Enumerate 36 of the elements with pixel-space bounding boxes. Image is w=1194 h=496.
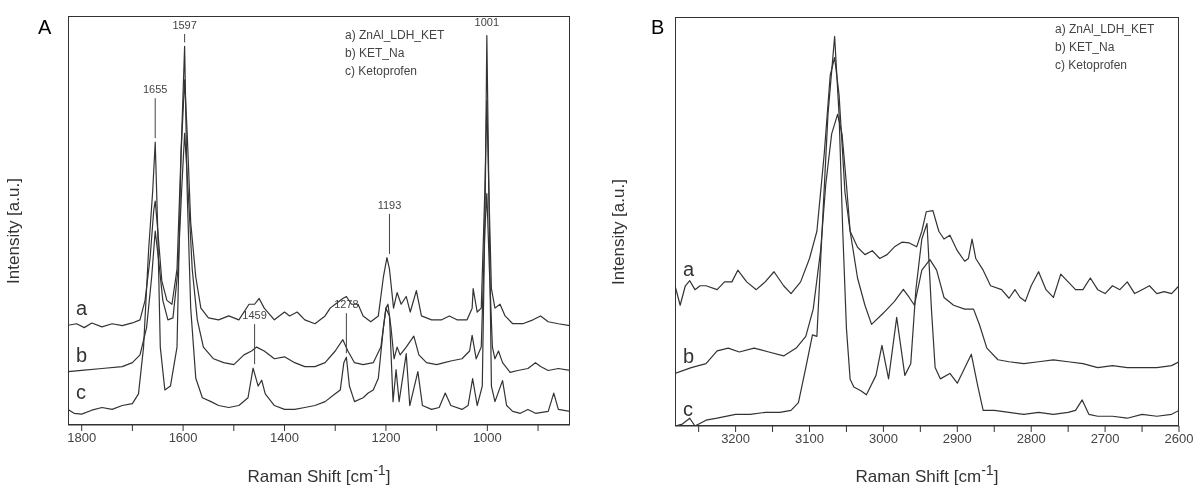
series-label: a (683, 257, 695, 280)
text: a) ZnAl_LDH_KET (1055, 21, 1155, 38)
annotation: 1597 (172, 19, 197, 31)
x-tick-label: 1200 (371, 430, 401, 446)
annotation: c) Ketoprofen (1055, 57, 1129, 74)
annotation: b) KET_Na (345, 45, 406, 62)
annotation: 1459 (242, 309, 267, 322)
chart-title: B (651, 16, 665, 39)
x-tick-label: 3200 (721, 431, 751, 447)
x-tick-label: 1400 (270, 430, 299, 446)
annotation: 1001 (474, 16, 500, 29)
y-axis-title: Intensity [a.u.] (609, 178, 629, 285)
x-tick-label: 2600 (1164, 431, 1194, 447)
x-tick-label: 3000 (868, 431, 898, 447)
x-tick-label: 2800 (1016, 431, 1046, 447)
x-tick-label: 1600 (168, 430, 198, 446)
chart-title: A (38, 16, 52, 39)
series-label: c (683, 398, 693, 420)
series-label: a (76, 297, 88, 320)
annotation: a) ZnAl_LDH_KET (345, 27, 445, 44)
x-tick-label: 3100 (795, 431, 824, 447)
annotation: 1193 (377, 198, 402, 211)
x-tick-label: 2900 (942, 431, 972, 447)
y-axis-title: Intensity [a.u.] (4, 177, 24, 284)
series-label: b (683, 345, 695, 368)
series-label: b (76, 343, 88, 366)
annotation: 1655 (142, 83, 168, 96)
annotation: c) Ketoprofen (345, 63, 419, 80)
series-label: c (76, 381, 86, 404)
x-axis-title: Raman Shift [cm$^{-1}$] (246, 462, 392, 487)
x-axis-title: Raman Shift [cm$^{-1}$] (854, 462, 1000, 487)
x-tick-label: 1000 (472, 430, 502, 446)
annotation: 1278 (334, 298, 359, 311)
x-tick-label: 1800 (67, 430, 97, 446)
annotation: b) KET_Na (1055, 39, 1116, 56)
x-tick-label: 2700 (1090, 431, 1120, 447)
